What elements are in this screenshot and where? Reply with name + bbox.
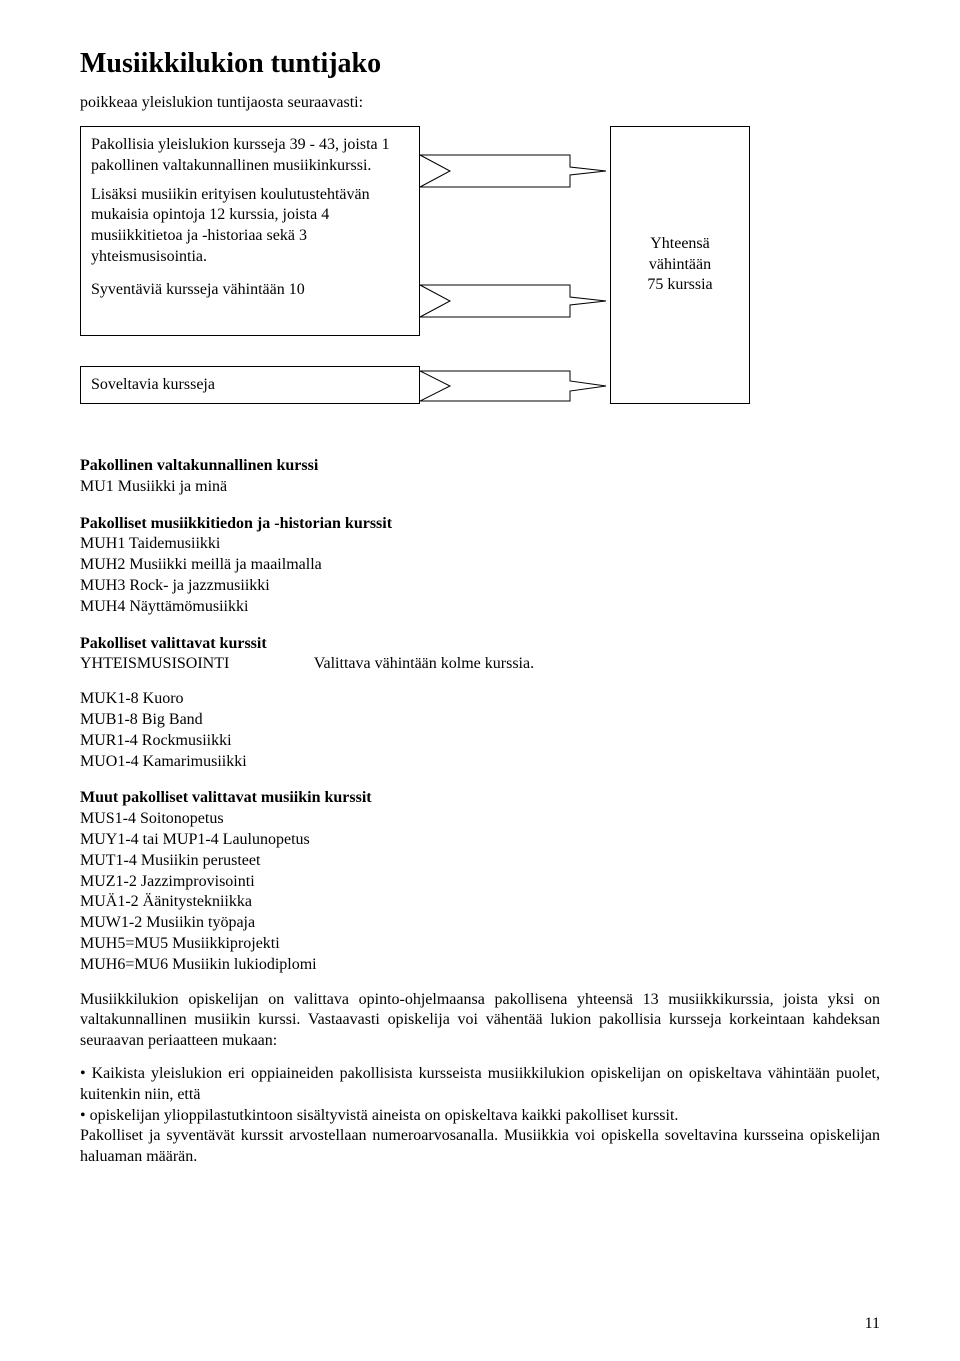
box2-text: Soveltavia kursseja bbox=[91, 376, 215, 393]
box1-p1: Pakollisia yleislukion kursseja 39 - 43,… bbox=[91, 135, 409, 177]
arrow-icon bbox=[420, 281, 610, 321]
s4-l6: MUW1-2 Musiikin työpaja bbox=[80, 913, 880, 934]
s4-l2: MUY1-4 tai MUP1-4 Laulunopetus bbox=[80, 830, 880, 851]
s4-l5: MUÄ1-2 Äänitystekniikka bbox=[80, 892, 880, 913]
summary-l2: vähintään bbox=[647, 255, 712, 276]
s2-l2: MUH2 Musiikki meillä ja maailmalla bbox=[80, 555, 880, 576]
s3-l1: MUK1-8 Kuoro bbox=[80, 689, 880, 710]
s1-heading: Pakollinen valtakunnallinen kurssi bbox=[80, 456, 880, 477]
s3-heading: Pakolliset valittavat kurssit bbox=[80, 634, 880, 655]
s3-label: YHTEISMUSISOINTI bbox=[80, 654, 310, 675]
arrow-icon bbox=[420, 368, 610, 404]
section-muut: Muut pakolliset valittavat musiikin kurs… bbox=[80, 788, 880, 975]
bullet-block: • Kaikista yleislukion eri oppiaineiden … bbox=[80, 1064, 880, 1168]
s2-l4: MUH4 Näyttämömusiikki bbox=[80, 597, 880, 618]
section-musiikkitiedon: Pakolliset musiikkitiedon ja -historian … bbox=[80, 514, 880, 618]
page: Musiikkilukion tuntijako poikkeaa yleisl… bbox=[0, 0, 960, 1361]
s4-heading: Muut pakolliset valittavat musiikin kurs… bbox=[80, 788, 880, 809]
summary-l1: Yhteensä bbox=[647, 234, 712, 255]
section-pakollinen: Pakollinen valtakunnallinen kurssi MU1 M… bbox=[80, 456, 880, 498]
s4-l1: MUS1-4 Soitonopetus bbox=[80, 809, 880, 830]
flow-diagram: Pakollisia yleislukion kursseja 39 - 43,… bbox=[80, 126, 880, 436]
page-number: 11 bbox=[865, 1315, 880, 1333]
diagram-summary-box: Yhteensä vähintään 75 kurssia bbox=[610, 126, 750, 404]
s1-l1: MU1 Musiikki ja minä bbox=[80, 477, 880, 498]
diagram-box-courses: Pakollisia yleislukion kursseja 39 - 43,… bbox=[80, 126, 420, 336]
arrow-icon bbox=[420, 151, 610, 191]
s2-heading: Pakolliset musiikkitiedon ja -historian … bbox=[80, 514, 880, 535]
s3-l3: MUR1-4 Rockmusiikki bbox=[80, 731, 880, 752]
box1-p2: Lisäksi musiikin erityisen koulutustehtä… bbox=[91, 185, 409, 268]
diagram-box-applied: Soveltavia kursseja bbox=[80, 366, 420, 404]
summary-l3: 75 kurssia bbox=[647, 275, 712, 296]
bullet-1: • Kaikista yleislukion eri oppiaineiden … bbox=[80, 1064, 880, 1106]
s2-l1: MUH1 Taidemusiikki bbox=[80, 534, 880, 555]
bullet-2: • opiskelijan ylioppilastutkintoon sisäl… bbox=[80, 1106, 880, 1127]
s3-l4: MUO1-4 Kamarimusiikki bbox=[80, 752, 880, 773]
box1-p3: Syventäviä kursseja vähintään 10 bbox=[91, 280, 409, 301]
s4-l4: MUZ1-2 Jazzimprovisointi bbox=[80, 872, 880, 893]
section-valittavat: Pakolliset valittavat kurssit YHTEISMUSI… bbox=[80, 634, 880, 773]
page-title: Musiikkilukion tuntijako bbox=[80, 48, 880, 80]
paragraph-1: Musiikkilukion opiskelijan on valittava … bbox=[80, 990, 880, 1052]
s3-row: YHTEISMUSISOINTI Valittava vähintään kol… bbox=[80, 654, 880, 675]
s3-note: Valittava vähintään kolme kurssia. bbox=[314, 655, 534, 672]
intro-text: poikkeaa yleislukion tuntijaosta seuraav… bbox=[80, 94, 880, 112]
s3-l2: MUB1-8 Big Band bbox=[80, 710, 880, 731]
s2-l3: MUH3 Rock- ja jazzmusiikki bbox=[80, 576, 880, 597]
s4-l7: MUH5=MU5 Musiikkiprojekti bbox=[80, 934, 880, 955]
bullet-3: Pakolliset ja syventävät kurssit arvoste… bbox=[80, 1126, 880, 1168]
s4-l8: MUH6=MU6 Musiikin lukiodiplomi bbox=[80, 955, 880, 976]
s4-l3: MUT1-4 Musiikin perusteet bbox=[80, 851, 880, 872]
